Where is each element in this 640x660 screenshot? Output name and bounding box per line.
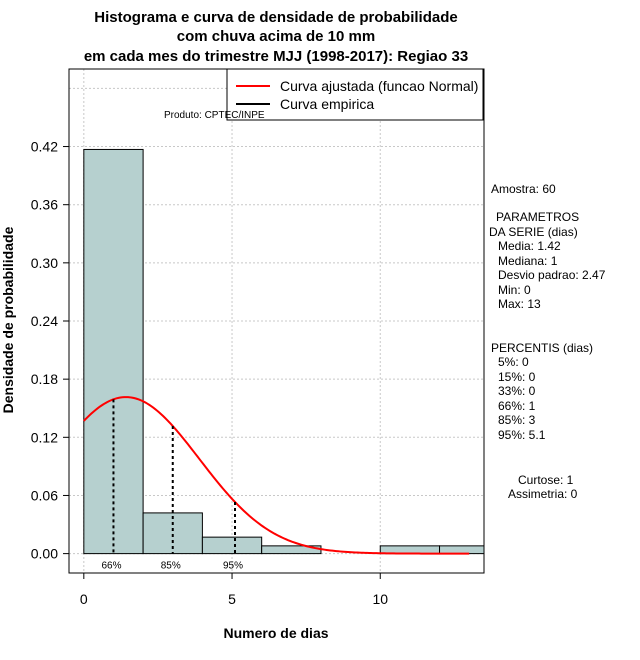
histogram-bar-6 (439, 545, 485, 555)
stat-mediana: Mediana: 1 (498, 254, 558, 268)
y-tick-label-3: 0.18 (31, 371, 58, 387)
stat-p95: 95%: 5.1 (498, 428, 546, 442)
y-tick-label-2: 0.12 (31, 429, 58, 445)
y-tick-label-6: 0.36 (31, 197, 58, 213)
y-axis-label: Densidade de probabilidade (0, 226, 16, 413)
x-tick-label-2: 10 (372, 591, 388, 607)
stat-p66: 66%: 1 (498, 399, 536, 413)
stat-p33: 33%: 0 (498, 384, 536, 398)
legend-label-empirical-curve: Curva empirica (280, 96, 374, 112)
x-tick-label-0: 0 (80, 591, 88, 607)
stat-percentis-header: PERCENTIS (dias) (491, 341, 593, 355)
stat-desvio: Desvio padrao: 2.47 (498, 268, 606, 282)
stat-media: Media: 1.42 (498, 239, 561, 253)
x-tick-label-1: 5 (228, 591, 236, 607)
percentile-label-95: 95% (223, 561, 243, 572)
legend-box (226, 68, 484, 121)
stat-min: Min: 0 (498, 283, 531, 297)
percentile-label-66: 66% (101, 561, 121, 572)
stat-curtose: Curtose: 1 (518, 473, 574, 487)
histogram-bar-2 (201, 536, 263, 555)
stats-panel: Amostra: 60 PARAMETROS DA SERIE (dias) M… (489, 182, 606, 501)
stat-params-header-2: DA SERIE (dias) (489, 225, 578, 239)
y-tick-label-7: 0.42 (31, 139, 58, 155)
percentile-label-85: 85% (161, 561, 181, 572)
stat-p85: 85%: 3 (498, 413, 536, 427)
chart-title-line-1: Histograma e curva de densidade de proba… (94, 9, 457, 26)
stat-amostra: Amostra: 60 (491, 182, 556, 196)
legend: Curva ajustada (funcao Normal) Curva emp… (226, 68, 484, 121)
stat-max: Max: 13 (498, 297, 541, 311)
chart-title-line-3: em cada mes do trimestre MJJ (1998-2017)… (84, 48, 468, 65)
y-tick-label-1: 0.06 (31, 487, 58, 503)
stat-assimetria: Assimetria: 0 (508, 487, 578, 501)
histogram-bar-0 (83, 148, 144, 555)
product-label: Produto: CPTEC/INPE (164, 110, 265, 121)
percentile-layer: 66% 85% 95% (101, 399, 243, 572)
legend-label-fitted-curve: Curva ajustada (funcao Normal) (280, 78, 478, 94)
y-tick-label-0: 0.00 (31, 546, 58, 562)
y-tick-label-4: 0.24 (31, 313, 58, 329)
axes-layer: 0 5 10 0.00 0.06 0.12 0.18 0.24 0.30 0.36 0.42 (31, 68, 485, 607)
stat-p5: 5%: 0 (498, 355, 529, 369)
x-axis-label: Numero de dias (223, 625, 328, 641)
chart-title-line-2: com chuva acima de 10 mm (177, 28, 375, 45)
stat-params-header-1: PARAMETROS (496, 210, 579, 224)
normal-fit-curve (83, 396, 470, 555)
curve-layer (83, 396, 470, 555)
stat-p15: 15%: 0 (498, 370, 536, 384)
y-tick-label-5: 0.30 (31, 255, 58, 271)
